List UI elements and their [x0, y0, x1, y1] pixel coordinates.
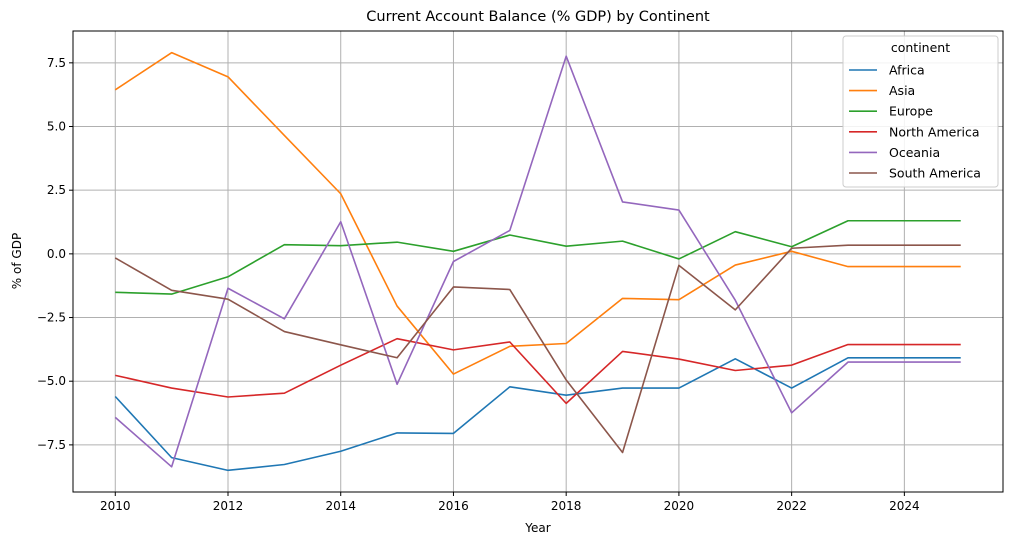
chart-title: Current Account Balance (% GDP) by Conti…: [366, 9, 710, 25]
axis-ticks: 2010 2012 2014 2016 2018 2020 2022 2024 −7.5 −5.0…: [37, 56, 920, 513]
series-line-europe: [115, 219, 961, 295]
plot-frame: [72, 30, 1004, 493]
legend-box: [842, 35, 999, 188]
y-tick-label: 0.0: [47, 247, 66, 261]
y-tick-label: 7.5: [47, 56, 66, 70]
y-tick-label: 5.0: [47, 120, 66, 134]
legend-label-oceania: Oceania: [889, 145, 940, 160]
series-line-asia: [114, 51, 961, 375]
series-line-south-america: [114, 244, 961, 454]
series-lines: [114, 51, 961, 472]
legend: continent Africa Asia Europe North America Oc…: [842, 35, 999, 188]
x-tick-label: 2014: [325, 499, 356, 513]
x-tick-label: 2016: [438, 499, 469, 513]
legend-label-asia: Asia: [889, 83, 915, 98]
x-tick-label: 2024: [889, 499, 920, 513]
legend-label-europe: Europe: [889, 104, 933, 119]
y-tick-label: −5.0: [37, 374, 66, 388]
y-tick-label: −2.5: [37, 311, 66, 325]
y-tick-label: −7.5: [37, 438, 66, 452]
x-tick-label: 2020: [664, 499, 695, 513]
series-line-africa: [114, 356, 961, 472]
legend-title: continent: [891, 40, 950, 55]
series-line-north-america: [115, 337, 961, 405]
y-tick-label: 2.5: [47, 183, 66, 197]
x-tick-label: 2022: [776, 499, 807, 513]
legend-label-africa: Africa: [889, 63, 925, 78]
x-tick-label: 2010: [100, 499, 131, 513]
y-axis-label: % of GDP: [10, 233, 24, 289]
legend-label-north-america: North America: [889, 124, 980, 139]
legend-label-south-america: South America: [889, 166, 981, 181]
x-tick-label: 2018: [551, 499, 582, 513]
x-tick-label: 2012: [213, 499, 244, 513]
series-line-oceania: [114, 55, 961, 468]
x-axis-label: Year: [524, 521, 550, 535]
